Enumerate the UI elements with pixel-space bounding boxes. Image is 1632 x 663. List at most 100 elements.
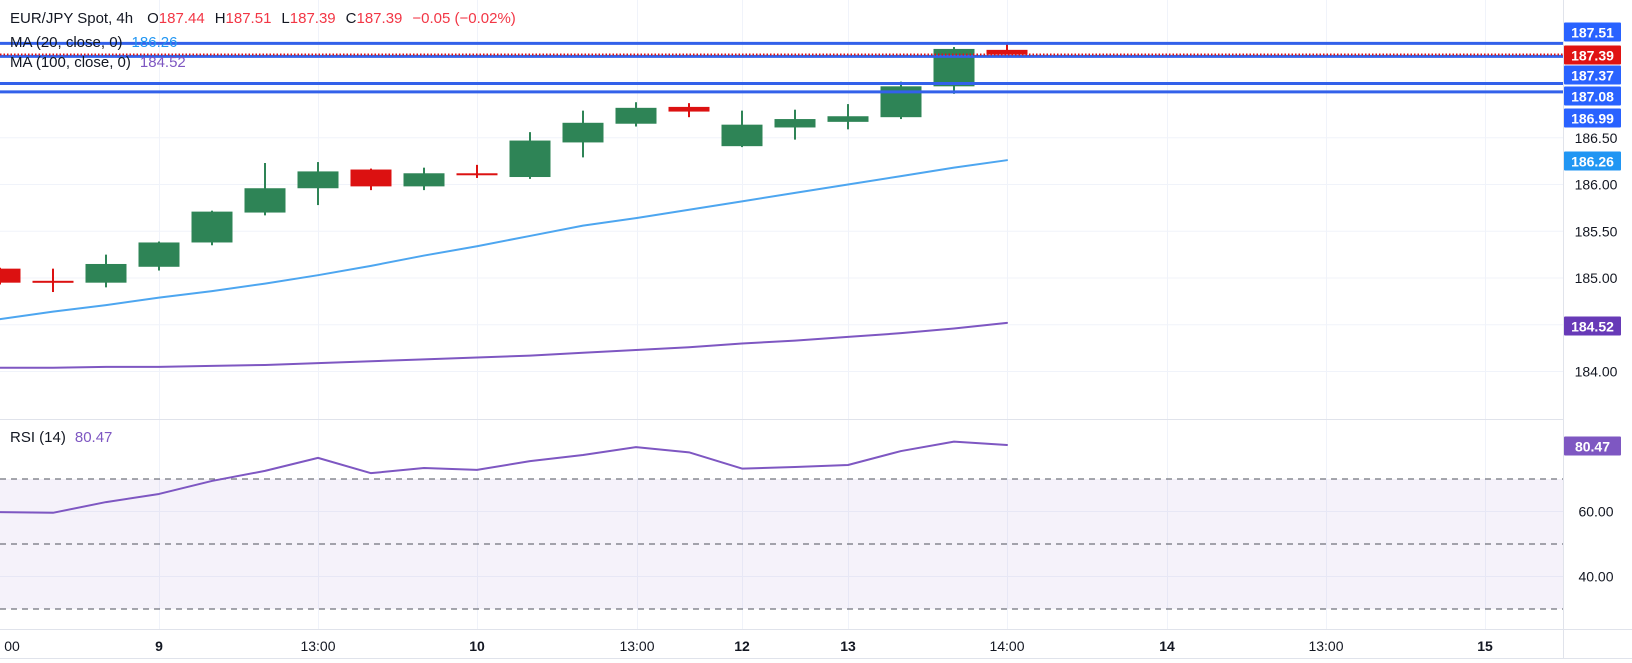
candle: [986, 43, 1028, 55]
level-lines-layer: [0, 41, 1563, 94]
candle: [880, 81, 922, 120]
candle-body: [297, 171, 339, 189]
price-badge-text: 187.39: [1571, 48, 1614, 64]
price-badge: 187.51: [1564, 22, 1621, 42]
ma20-line: [0, 159, 1008, 321]
candle: [191, 210, 233, 246]
time-axis-label: 12: [734, 638, 750, 654]
candle-body: [827, 116, 869, 122]
candle-body: [615, 107, 657, 124]
rsi-value: 80.47: [74, 429, 113, 446]
candle: [933, 47, 975, 94]
ma100-polyline: [0, 321, 1008, 369]
rsi-axis-label: 60.00: [1578, 504, 1613, 520]
candle: [32, 268, 74, 293]
candle-body: [0, 268, 21, 283]
price-badge: 186.99: [1564, 108, 1621, 128]
price-axis[interactable]: 186.50 186.00 185.50 185.00 184.00 60.00 40.00…: [1564, 22, 1621, 585]
legend-row-rsi[interactable]: RSI (14) 80.47: [10, 428, 112, 448]
candle: [615, 102, 657, 127]
rsi-band-layer: [0, 478, 1563, 610]
time-axis-label: 00: [4, 638, 20, 654]
candle: [138, 241, 180, 271]
candle-body: [509, 140, 551, 178]
price-axis-label: 186.00: [1575, 177, 1618, 193]
candle-body: [721, 124, 763, 147]
ma100-line: [0, 321, 1008, 369]
price-badge-text: 186.99: [1571, 111, 1614, 127]
price-axis-label: 185.50: [1575, 223, 1618, 239]
candle: [827, 104, 869, 130]
candle: [350, 168, 392, 191]
price-badge-text: 186.26: [1571, 154, 1614, 170]
ma20-value: 186.26: [131, 34, 178, 51]
candle: [509, 132, 551, 179]
price-badge-text: 187.51: [1571, 25, 1614, 41]
price-badge-text: 80.47: [1575, 439, 1610, 455]
ohlc-close: C187.39: [345, 10, 403, 27]
candle-body: [191, 211, 233, 243]
symbol-title-row[interactable]: EUR/JPY Spot, 4h O187.44 H187.51 L187.39…: [10, 9, 516, 29]
candle-body: [456, 173, 498, 176]
legend-row-ma100[interactable]: MA (100, close, 0) 184.52: [10, 53, 186, 73]
candle: [562, 110, 604, 158]
ma100-value: 184.52: [139, 54, 186, 71]
price-axis-label: 184.00: [1575, 364, 1618, 380]
rsi-axis-label: 40.00: [1578, 569, 1613, 585]
symbol-title: EUR/JPY Spot, 4h: [10, 10, 134, 27]
time-axis-label: 10: [469, 638, 485, 654]
candle-body: [986, 49, 1028, 55]
candle-body: [668, 106, 710, 112]
change-value: −0.05 (−0.02%): [412, 10, 516, 27]
price-badge-text: 184.52: [1571, 319, 1614, 335]
grid-layer: [0, 0, 1563, 630]
price-badge: 184.52: [1564, 316, 1621, 336]
candle: [85, 254, 127, 288]
ohlc-high: H187.51: [214, 10, 272, 27]
candle-body: [774, 119, 816, 128]
ohlc-low: L187.39: [281, 10, 336, 27]
price-axis-label: 186.50: [1575, 130, 1618, 146]
rsi-label: RSI (14): [10, 429, 66, 446]
time-axis-label: 13:00: [619, 638, 654, 654]
time-axis-label: 13:00: [1308, 638, 1343, 654]
price-badge: 80.47: [1564, 436, 1621, 456]
time-axis[interactable]: 00 9 13:00 10 13:00 12 13 14:00 14 13:00 15: [4, 638, 1493, 654]
rsi-line: [0, 440, 1008, 514]
candle-body: [138, 242, 180, 267]
candles-layer: [0, 43, 1028, 293]
candle-body: [32, 280, 74, 283]
price-badge-text: 187.37: [1571, 68, 1614, 84]
price-axis-label: 185.00: [1575, 270, 1618, 286]
time-axis-label: 9: [155, 638, 163, 654]
legend-row-ma20[interactable]: MA (20, close, 0) 186.26: [10, 33, 177, 53]
time-axis-label: 14: [1159, 638, 1175, 654]
candle-body: [562, 122, 604, 143]
ma20-label: MA (20, close, 0): [10, 34, 123, 51]
candle-body: [85, 263, 127, 283]
price-badge: 186.26: [1564, 151, 1621, 171]
price-badge-text: 187.08: [1571, 89, 1614, 105]
time-axis-label: 15: [1477, 638, 1493, 654]
candle: [244, 162, 286, 216]
candle-body: [933, 48, 975, 87]
time-axis-label: 14:00: [989, 638, 1024, 654]
candle: [0, 267, 21, 285]
candle: [456, 164, 498, 178]
candle: [721, 110, 763, 148]
rsi-polyline: [0, 440, 1008, 514]
price-badge: 187.39: [1564, 45, 1621, 65]
price-badge: 187.37: [1564, 65, 1621, 85]
price-badge: 187.08: [1564, 86, 1621, 106]
ma20-polyline: [0, 159, 1008, 321]
time-axis-label: 13:00: [300, 638, 335, 654]
ma100-label: MA (100, close, 0): [10, 54, 131, 71]
candle-body: [403, 173, 445, 187]
candle: [403, 167, 445, 191]
ohlc-open: O187.44: [147, 10, 205, 27]
candle-body: [244, 188, 286, 213]
candle: [297, 162, 339, 206]
